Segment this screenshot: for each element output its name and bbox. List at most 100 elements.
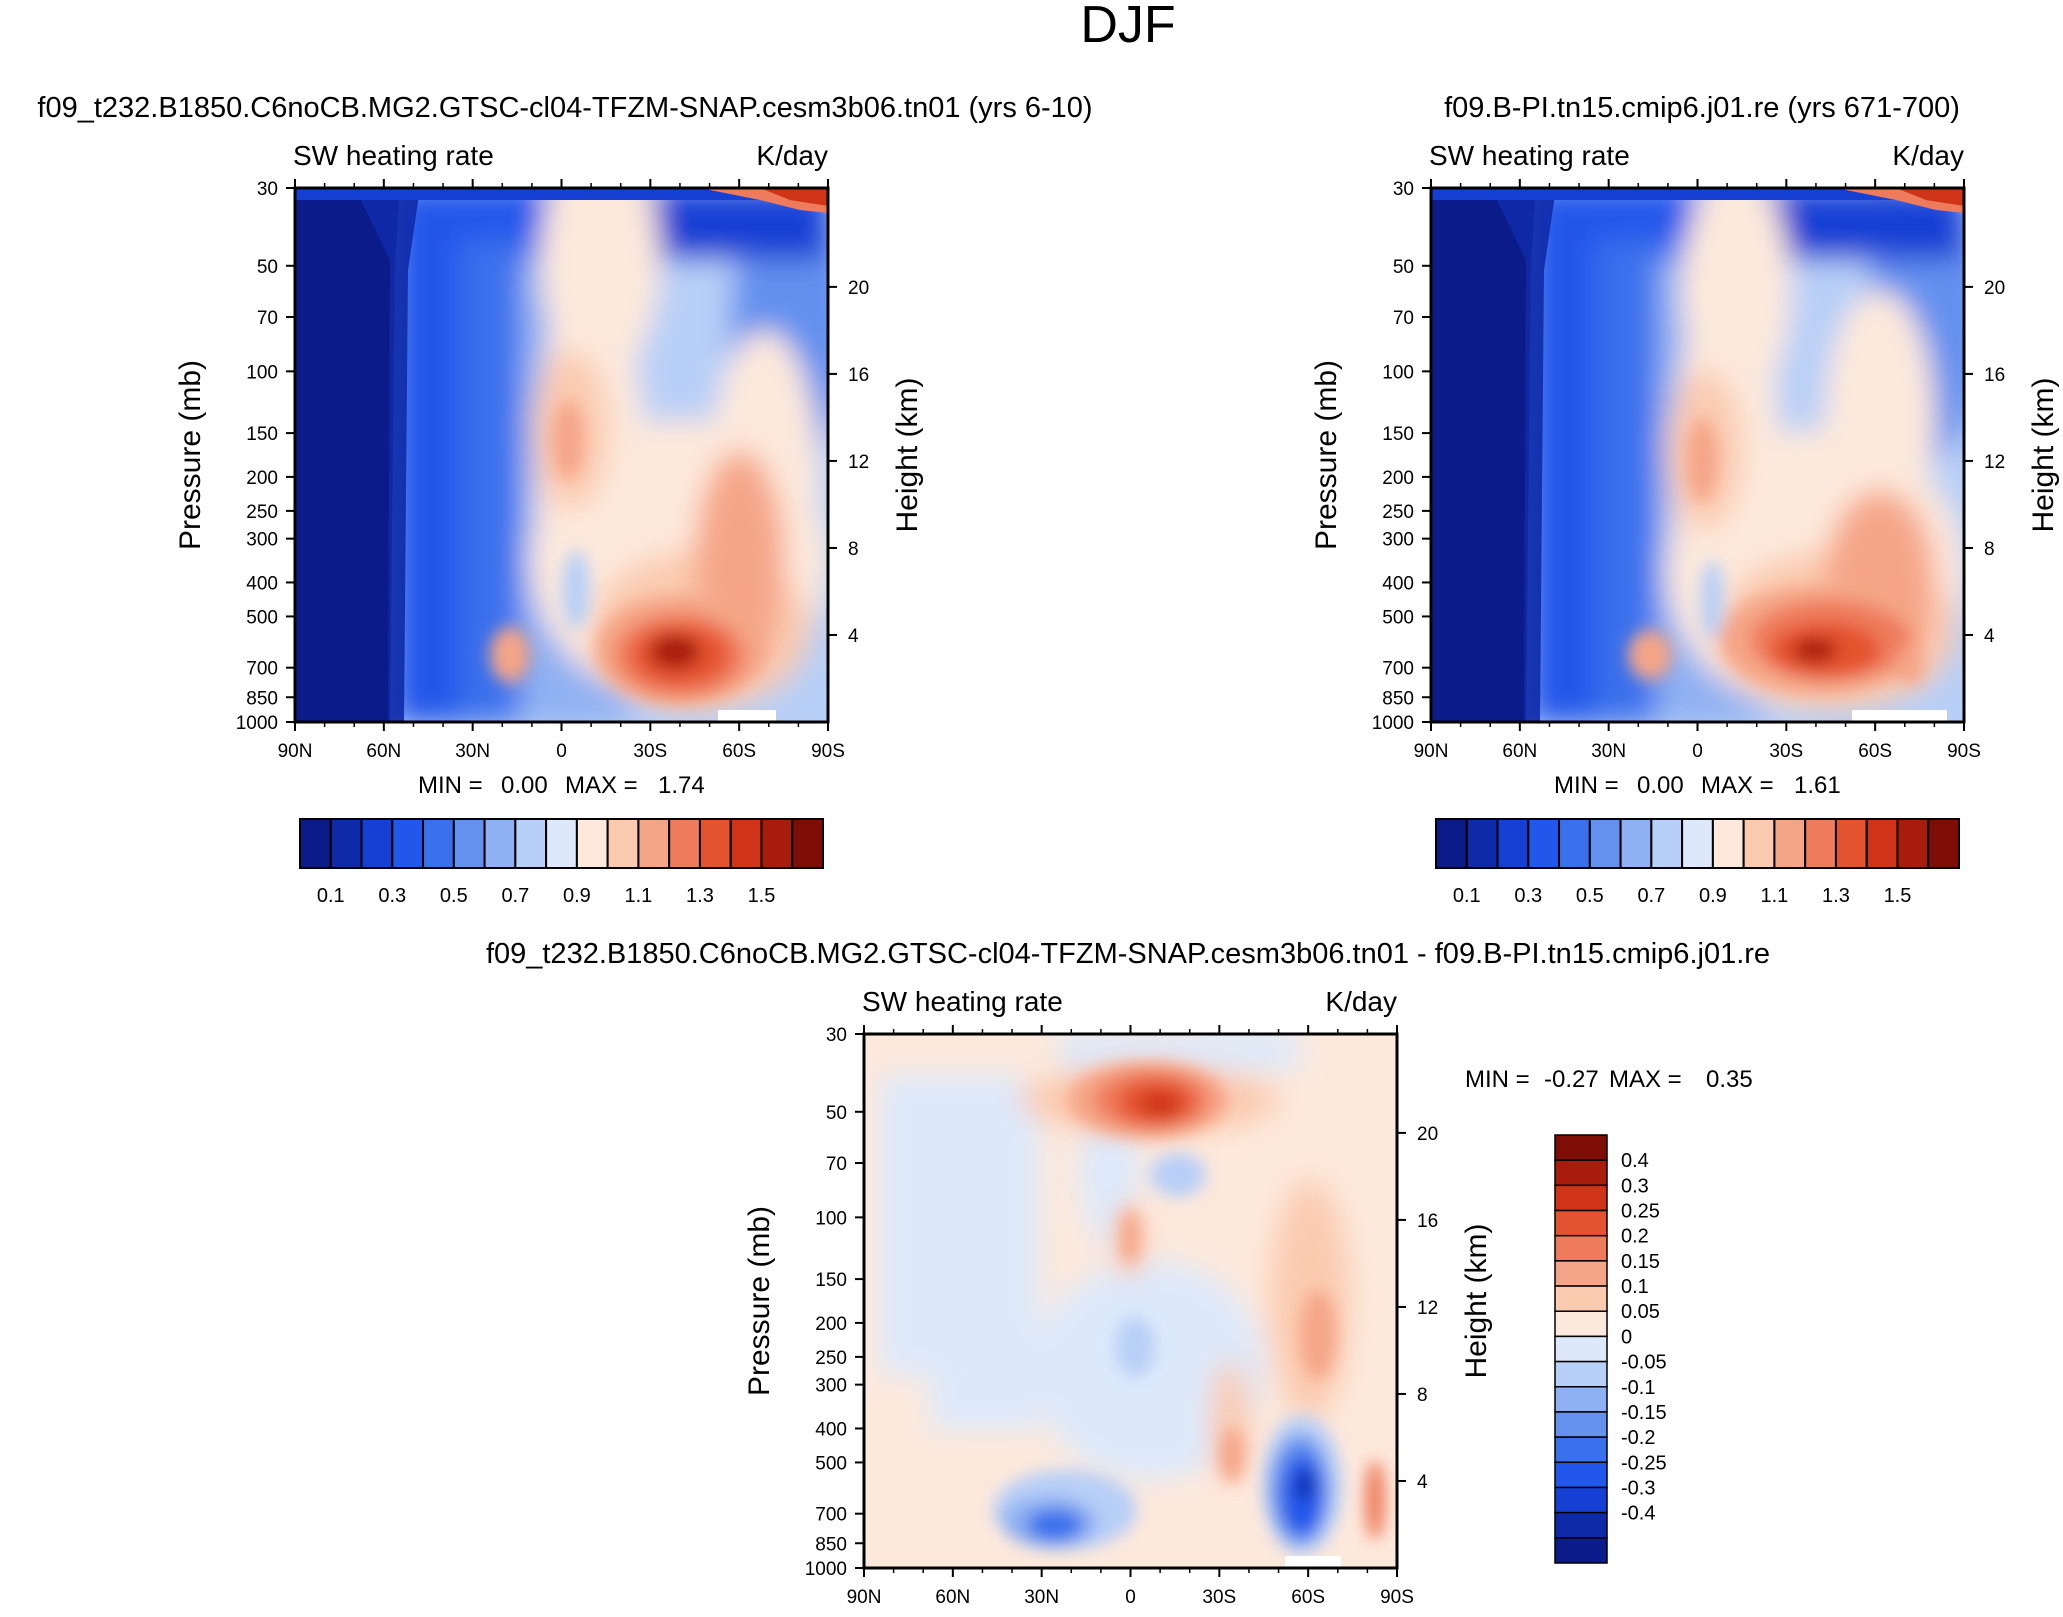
colorbar-label: 0.15 (1621, 1251, 1660, 1273)
y-tick-label: 700 (1382, 659, 1414, 680)
colorbar-box (1554, 1537, 1608, 1564)
colorbar-label: 0.1 (317, 885, 345, 907)
colorbar-box (1773, 818, 1807, 869)
min-value: 0.00 (1637, 772, 1684, 799)
colorbar-box (1927, 818, 1961, 869)
colorbar-box (391, 818, 425, 869)
colorbar-box (1554, 1335, 1608, 1363)
colorbar-label: 0.3 (1621, 1175, 1649, 1197)
colorbar-label: 0.7 (501, 885, 529, 907)
y-tick-label: 100 (815, 1208, 847, 1229)
colorbar-label: -0.05 (1621, 1352, 1667, 1374)
contour-field (295, 188, 828, 722)
colorbar-label: 0.4 (1621, 1150, 1649, 1172)
y-tick-label: 150 (246, 424, 278, 445)
panel-control: f09.B-PI.tn15.cmip6.j01.re (yrs 671-700)… (1310, 92, 2060, 907)
y-tick-label: 1000 (1372, 713, 1414, 734)
y-tick-label: 500 (1382, 607, 1414, 628)
min-label: MIN = (1554, 772, 1619, 799)
colorbar: 0.1 0.3 0.5 0.7 0.9 1.1 1.3 1.5 (1435, 818, 1961, 907)
x-tick-label: 90S (1947, 741, 1981, 762)
y-tick-label: 70 (826, 1154, 847, 1175)
max-value: 1.61 (1794, 772, 1841, 799)
x-tick-label: 0 (1692, 741, 1703, 762)
y-tick-label: 700 (246, 659, 278, 680)
y2-tick-label: 4 (1984, 626, 1995, 647)
y-tick-label: 30 (826, 1025, 847, 1046)
colorbar-label: 0.2 (1621, 1226, 1649, 1248)
variable-label: SW heating rate (1429, 140, 1630, 171)
colorbar-box (1554, 1260, 1608, 1287)
y-tick-label: 200 (246, 468, 278, 489)
x-tick-label: 30N (455, 741, 490, 762)
colorbar-label: -0.2 (1621, 1427, 1655, 1449)
panel-title: f09_t232.B1850.C6noCB.MG2.GTSC-cl04-TFZM… (486, 938, 1770, 970)
y2-axis-label: Height (km) (1460, 1223, 1493, 1378)
y2-tick-label: 4 (848, 626, 859, 647)
y2-tick-label: 4 (1417, 1472, 1428, 1493)
colorbar-label: 0.9 (1699, 885, 1727, 907)
x-tick-label: 60N (935, 1587, 970, 1608)
y-tick-label: 50 (257, 257, 278, 278)
y-tick-label: 400 (815, 1419, 847, 1440)
colorbar-box (1681, 818, 1714, 869)
x-tick-label: 90N (847, 1587, 882, 1608)
colorbar-label: -0.15 (1621, 1402, 1667, 1424)
colorbar: 0.4 0.3 0.25 0.2 0.15 0.1 0.05 0 -0.05 -0.1 -0.15 -… (1554, 1134, 1667, 1564)
colorbar-box (1554, 1386, 1608, 1413)
contour-field (864, 1034, 1397, 1568)
colorbar-box (1554, 1285, 1608, 1312)
y-tick-label: 70 (1393, 308, 1414, 329)
y2-tick-label: 8 (1984, 539, 1995, 560)
x-tick-label: 60N (1502, 741, 1537, 762)
colorbar-label: 0.3 (378, 885, 406, 907)
max-label: MAX = (1609, 1066, 1682, 1093)
x-tick-label: 60S (722, 741, 756, 762)
min-label: MIN = (418, 772, 483, 799)
y-axis-label: Pressure (mb) (1310, 360, 1343, 550)
colorbar-box (1711, 818, 1745, 869)
y-tick-label: 1000 (805, 1559, 847, 1580)
x-tick-label: 60S (1858, 741, 1892, 762)
colorbar-box (452, 818, 486, 869)
colorbar-box (1804, 818, 1837, 869)
y-tick-label: 50 (826, 1103, 847, 1124)
colorbar-box (1896, 818, 1930, 869)
y2-tick-label: 12 (1984, 452, 2005, 473)
colorbar-label: 1.5 (748, 885, 776, 907)
x-tick-label: 90S (1380, 1587, 1414, 1608)
y-tick-label: 100 (246, 362, 278, 383)
x-tick-label: 90N (278, 741, 313, 762)
colorbar-box (1588, 818, 1622, 869)
colorbar-box (1554, 1411, 1608, 1438)
colorbar-box (760, 818, 794, 869)
colorbar-label: 0.9 (563, 885, 591, 907)
y2-tick-label: 20 (1417, 1124, 1438, 1145)
y-tick-label: 150 (1382, 424, 1414, 445)
x-tick-label: 30S (1202, 1587, 1236, 1608)
colorbar-box (1558, 818, 1591, 869)
y-tick-label: 850 (1382, 688, 1414, 709)
y2-axis-label: Height (km) (2027, 377, 2060, 532)
colorbar-label: 0.7 (1637, 885, 1665, 907)
colorbar-box (1496, 818, 1530, 869)
min-label: MIN = (1465, 1066, 1530, 1093)
min-value: 0.00 (501, 772, 548, 799)
y-tick-label: 250 (815, 1348, 847, 1369)
colorbar-box (606, 818, 640, 869)
colorbar-label: 0.05 (1621, 1301, 1660, 1323)
colorbar-label: 0 (1621, 1326, 1632, 1348)
y-tick-label: 400 (1382, 573, 1414, 594)
y2-tick-label: 20 (848, 278, 869, 299)
y2-tick-label: 8 (848, 539, 859, 560)
colorbar-label: 1.1 (1761, 885, 1789, 907)
x-tick-label: 30S (633, 741, 667, 762)
colorbar-box (422, 818, 455, 869)
y-tick-label: 200 (1382, 468, 1414, 489)
y-tick-label: 1000 (236, 713, 278, 734)
y-tick-label: 500 (815, 1453, 847, 1474)
colorbar-box (1554, 1360, 1608, 1388)
y2-tick-label: 8 (1417, 1385, 1428, 1406)
axes: 90N 60N 30N 0 30S 60S 90S 30 50 70 100 150 200 250 300… (805, 1025, 1438, 1608)
units-label: K/day (1892, 140, 1964, 171)
